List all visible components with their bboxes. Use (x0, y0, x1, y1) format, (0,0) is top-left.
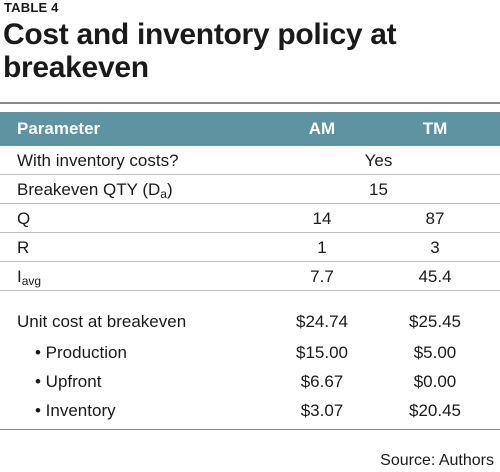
row-am-value: $15.00 (296, 343, 348, 362)
table-row: • Production $15.00 $5.00 (0, 338, 500, 367)
table-row: Q 14 87 (0, 204, 500, 233)
row-parameter: • Upfront (35, 372, 102, 391)
row-parameter: With inventory costs? (17, 151, 179, 170)
row-parameter: R (17, 238, 30, 257)
row-parameter: Iavg (17, 262, 41, 296)
table-row: Iavg 7.7 45.4 (0, 262, 500, 291)
row-parameter: Unit cost at breakeven (17, 312, 187, 331)
source-note: Source: Authors (380, 452, 494, 469)
row-shared-value: 15 (369, 180, 388, 199)
table-row: • Upfront $6.67 $0.00 (0, 367, 500, 396)
row-am-value: $24.74 (296, 312, 348, 331)
row-parameter: Breakeven QTY (Da) (17, 175, 173, 209)
row-am-value: $6.67 (300, 372, 344, 391)
row-shared-value: Yes (364, 151, 393, 170)
table-row: R 1 3 (0, 233, 500, 262)
row-parameter: • Production (35, 343, 127, 362)
row-tm-value: $20.45 (409, 401, 461, 420)
table-row: Unit cost at breakeven $24.74 $25.45 (0, 307, 500, 336)
row-tm-value: $0.00 (413, 372, 457, 391)
table-row: With inventory costs? Yes (0, 146, 500, 175)
table-header: Parameter AM TM (0, 112, 500, 146)
table-row: Breakeven QTY (Da) 15 (0, 175, 500, 204)
row-tm-value: 3 (430, 238, 440, 257)
row-tm-value: $25.45 (409, 312, 461, 331)
param-text-after: ) (166, 180, 173, 199)
header-tm: TM (422, 119, 448, 138)
param-text: I (17, 267, 22, 286)
row-parameter: • Inventory (35, 401, 116, 420)
bottom-rule (0, 429, 500, 430)
row-am-value: $3.07 (300, 401, 344, 420)
row-am-value: 7.7 (310, 267, 334, 286)
param-subscript: a (160, 187, 167, 201)
table-label: TABLE 4 (4, 0, 59, 15)
row-am-value: 14 (312, 209, 332, 228)
row-tm-value: $5.00 (413, 343, 457, 362)
top-rule (0, 102, 500, 104)
row-tm-value: 87 (425, 209, 445, 228)
header-parameter: Parameter (17, 119, 101, 138)
row-parameter: Q (17, 209, 31, 228)
row-am-value: 1 (317, 238, 327, 257)
table-title: Cost and inventory policy at breakeven (3, 18, 397, 84)
param-text: Breakeven QTY (D (17, 180, 161, 199)
row-tm-value: 45.4 (418, 267, 452, 286)
table-row: • Inventory $3.07 $20.45 (0, 396, 500, 425)
header-am: AM (308, 119, 336, 138)
param-subscript: avg (21, 274, 42, 288)
